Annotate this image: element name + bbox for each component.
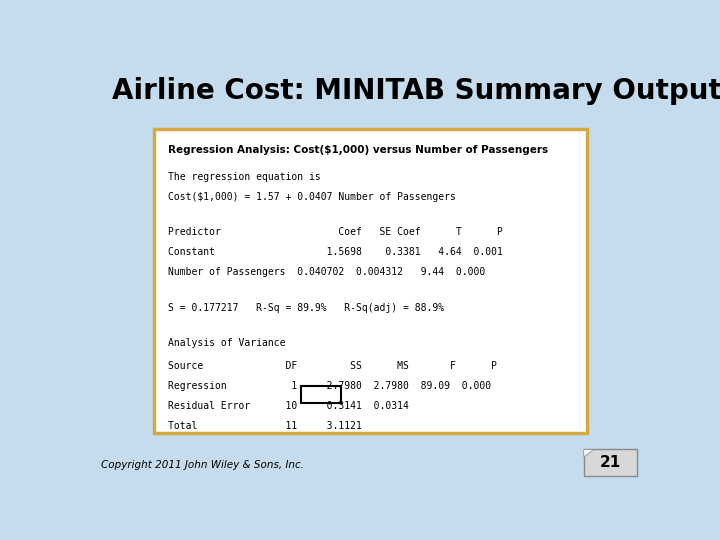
Text: S = 0.177217   R-Sq = 89.9%   R-Sq(adj) = 88.9%: S = 0.177217 R-Sq = 89.9% R-Sq(adj) = 88…	[168, 302, 444, 313]
FancyBboxPatch shape	[154, 129, 587, 433]
Text: Residual Error      10     0.3141  0.0314: Residual Error 10 0.3141 0.0314	[168, 401, 409, 411]
Text: The regression equation is: The regression equation is	[168, 172, 321, 182]
Text: Cost($1,000) = 1.57 + 0.0407 Number of Passengers: Cost($1,000) = 1.57 + 0.0407 Number of P…	[168, 192, 456, 202]
Text: Constant                   1.5698    0.3381   4.64  0.001: Constant 1.5698 0.3381 4.64 0.001	[168, 247, 503, 258]
Polygon shape	[584, 449, 594, 457]
Text: Copyright 2011 John Wiley & Sons, Inc.: Copyright 2011 John Wiley & Sons, Inc.	[101, 460, 304, 470]
Text: Regression Analysis: Cost($1,000) versus Number of Passengers: Regression Analysis: Cost($1,000) versus…	[168, 145, 548, 155]
Bar	[584, 449, 636, 476]
Text: Source              DF         SS      MS       F      P: Source DF SS MS F P	[168, 361, 497, 371]
Text: Analysis of Variance: Analysis of Variance	[168, 338, 286, 348]
Text: Predictor                    Coef   SE Coef      T      P: Predictor Coef SE Coef T P	[168, 227, 503, 238]
Text: Regression           1     2.7980  2.7980  89.09  0.000: Regression 1 2.7980 2.7980 89.09 0.000	[168, 381, 491, 391]
Text: Number of Passengers  0.040702  0.004312   9.44  0.000: Number of Passengers 0.040702 0.004312 9…	[168, 267, 485, 278]
Text: Total               11     3.1121: Total 11 3.1121	[168, 421, 362, 431]
Text: Airline Cost: MINITAB Summary Output: Airline Cost: MINITAB Summary Output	[112, 77, 720, 105]
Bar	[301, 386, 341, 403]
Text: 21: 21	[600, 455, 621, 470]
